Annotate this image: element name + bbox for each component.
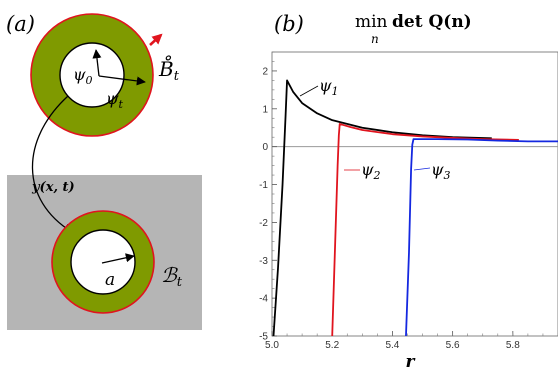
current-region-label: ℬt: [161, 263, 183, 290]
y-tick-label: -2: [259, 218, 268, 229]
y-tick-label: -4: [259, 294, 268, 305]
panel-a-label: (a): [6, 12, 35, 36]
mapping-label: y(x, t): [31, 180, 75, 195]
psi3-label: ψ3: [431, 160, 451, 182]
x-tick-label: 5.6: [446, 340, 460, 351]
psi0-label: ψ0: [73, 65, 93, 87]
plot-frame: [271, 51, 558, 337]
psit-arrow: [98, 75, 146, 86]
y-tick-label: -1: [259, 180, 268, 191]
growth-arrow: [149, 33, 163, 46]
axes: 2 1 0 -1 -2 -3 -4 -55.0 5.2 5.4 5.6 5.8: [259, 51, 558, 351]
panel-a: (a) ψ0 ψt B̊t y(x, t) a: [6, 12, 202, 330]
y-tick-label: 2: [262, 66, 268, 77]
x-axis-label: r: [406, 352, 416, 371]
current-hole: [70, 229, 136, 295]
series: [272, 79, 558, 336]
chart-title-min: min: [355, 12, 388, 32]
y-tick-label: 0: [262, 142, 268, 153]
x-tick-label: 5.0: [265, 340, 279, 351]
psi2-label: ψ2: [361, 160, 381, 182]
panel-b: (b) min n det Q(n) 2 1 0 -1 -2 -3 -4 -55.0 5.2 5.…: [259, 12, 558, 371]
x-tick-label: 5.4: [385, 340, 399, 351]
psi0-arrow: [92, 49, 102, 77]
psi1-leader: [299, 85, 319, 97]
x-tick-label: 5.2: [325, 340, 339, 351]
y-tick-label: -5: [259, 332, 268, 343]
series-line-psi1: [272, 79, 492, 336]
radius-a-label: a: [105, 270, 115, 290]
panel-b-label: (b): [274, 12, 304, 36]
psit-label: ψt: [106, 89, 124, 111]
radius-a-arrow: [101, 253, 135, 264]
mapping-arrow: [31, 95, 73, 233]
reference-region-label: B̊t: [158, 53, 180, 84]
psi3-leader: [413, 167, 431, 171]
psi1-label: ψ1: [319, 76, 339, 98]
y-tick-label: 1: [262, 104, 268, 115]
series-line-psi2: [331, 123, 519, 336]
y-tick-label: -3: [259, 256, 268, 267]
series-line-psi3: [405, 138, 558, 336]
reference-hole: [59, 42, 125, 108]
chart-title-expr: det Q(n): [392, 12, 472, 32]
chart-title-sub: n: [371, 32, 379, 46]
x-tick-label: 5.8: [506, 340, 520, 351]
